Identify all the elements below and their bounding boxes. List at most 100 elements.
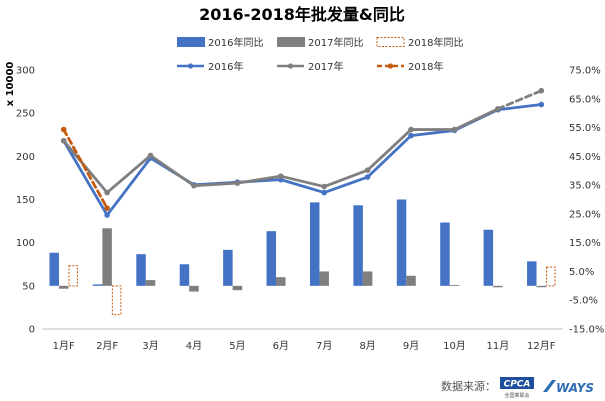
right-axis-ticks: -15.0% -5.0% 5.0% 15.0% 25.0% 35.0% 45.0% 55.0%… [569,66,604,336]
right-tick-label: -15.0% [569,325,604,336]
x-tick-label: 9月 [403,340,419,352]
bar-2016年同比 [136,254,146,286]
line-2018年-point [104,205,110,211]
bar-2016年同比 [92,284,103,286]
legend-label-2016-line: 2016年 [208,60,243,73]
line-2017年-point [147,152,154,159]
bar-2016年同比 [266,231,277,286]
right-tick-label: 35.0% [569,181,601,192]
line-2017年-segment [366,128,413,172]
line-2017年-point [408,126,414,133]
line-2017年-segment [105,154,152,194]
line-2016年-segment [322,175,370,194]
line-series [60,87,545,218]
x-tick-label: 10月 [443,340,466,352]
line-2016年-point [321,189,328,196]
line-2017年-point [191,182,197,189]
x-tick-label: 3月 [142,340,158,352]
line-2016年-segment [366,134,413,179]
line-2017年-point [277,173,284,179]
legend-label-2017-line: 2017年 [308,60,343,73]
bar-2016年同比 [49,252,59,286]
x-tick-label: 7月 [316,340,332,352]
line-2017年-point [234,180,241,186]
left-tick-label: 150 [16,195,35,206]
source-label: 数据来源： [441,379,496,393]
legend-swatch-2018-yoy [376,37,405,47]
legend-marker-2018-line [387,63,394,69]
line-2016年-point [538,101,545,108]
bar-2016年同比 [223,249,233,286]
left-axis-ticks: 0 50 100 150 200 250 300 [16,66,35,336]
x-tick-label: 6月 [273,340,289,352]
x-tick-label: 2月F [96,340,118,352]
left-tick-label: 250 [16,109,35,120]
left-tick-label: 0 [29,325,35,336]
bar-2017年同比 [319,271,329,286]
legend-label-2018-yoy: 2018年同比 [408,36,463,49]
bar-2018年同比 [68,265,78,287]
ways-logo-text: WAYS [556,381,594,395]
line-2018年-segment [62,128,109,210]
right-tick-label: 75.0% [569,66,601,77]
legend-label-2018-line: 2018年 [408,60,443,73]
ways-logo-mark [543,380,556,392]
line-2017年-point [538,87,545,94]
bar-2016年同比 [440,222,450,286]
chart-title: 2016-2018年批发量&同比 [199,5,405,24]
line-2017年-point [104,189,110,196]
bar-2017年同比 [362,271,373,286]
cpca-logo-box [500,377,534,389]
right-tick-label: 65.0% [569,94,601,105]
bar-2018年同比 [111,285,122,316]
x-tick-label: 8月 [359,340,375,352]
line-2017年-segment [453,107,500,131]
line-2017年-point [364,167,371,173]
bar-2017年同比 [232,285,243,291]
bar-2016年同比 [353,205,363,286]
left-tick-label: 100 [16,238,35,249]
right-tick-label: 5.0% [569,267,594,278]
cpca-logo-text: CPCA [504,380,531,390]
legend: 2016年同比 2017年同比 2018年同比 2016年 2017年 2018… [177,36,463,73]
legend-swatch-2016-yoy [177,37,205,47]
bar-2017年同比 [406,275,416,286]
legend-label-2017-yoy: 2017年同比 [308,36,363,49]
x-tick-label: 4月 [186,340,202,352]
x-tick-label: 12月F [527,340,556,352]
line-2017年-segment [192,181,239,188]
bar-2017年同比 [145,280,156,286]
line-2017年-segment [235,174,283,185]
line-2016年-segment [496,103,543,112]
bar-2017年同比 [102,228,112,286]
line-2017年-point [321,183,328,190]
line-2016年-segment [62,139,109,217]
bar-2017年同比 [58,285,69,289]
line-2017年-point [451,126,458,133]
line-2016年-segment [105,156,152,217]
line-2017年-segment [279,174,326,188]
left-tick-label: 200 [16,152,35,163]
line-2016年-point [408,132,414,139]
bar-2017年同比 [493,285,503,288]
source-block: 数据来源： CPCA 全国乘联会 WAYS [441,377,594,399]
ways-logo: WAYS [543,380,594,395]
right-tick-label: -5.0% [569,296,598,307]
x-tick-label: 11月 [487,340,510,352]
bar-2017年同比 [449,284,460,286]
right-tick-label: 15.0% [569,238,601,249]
bar-2016年同比 [179,264,190,286]
legend-label-2016-yoy: 2016年同比 [208,36,263,49]
bar-2017年同比 [276,277,286,286]
cpca-logo: CPCA 全国乘联会 [500,377,534,399]
line-2016年-point [104,212,110,218]
line-2017年-point [495,106,501,112]
right-tick-label: 45.0% [569,152,601,163]
cpca-logo-subtext: 全国乘联会 [504,392,529,399]
legend-marker-2016-line [187,63,194,69]
x-axis-ticks: 1月F 2月F 3月 4月 5月 6月 7月 8月 9月 10月 11月 12月F [53,340,556,352]
bar-series [49,199,556,316]
bar-2017年同比 [536,285,547,288]
line-2016年-segment [409,129,456,138]
